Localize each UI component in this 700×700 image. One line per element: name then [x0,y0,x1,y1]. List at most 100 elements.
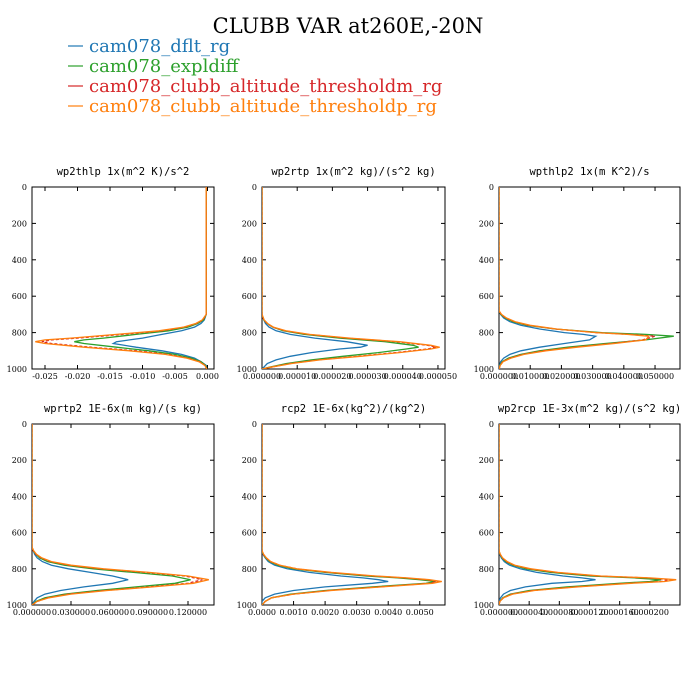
series-line-cam078_clubb_altitude_thresholdp_rg [499,424,677,605]
x-tick-label: 0.000020 [313,372,351,381]
y-tick-label: 800 [242,565,257,574]
y-tick-label: 1000 [7,601,27,610]
plot-frame [261,186,446,370]
series-line-cam078_clubb_altitude_thresholdp_rg [32,424,209,605]
x-tick-label: -0.010 [130,372,156,381]
panel-title: wpthlp2 1x(m K^2)/s [529,166,649,178]
x-tick-label: 0.030000 [574,372,612,381]
legend-item: cam078_dflt_rg [68,36,230,57]
x-tick-label: 0.000200 [631,608,669,617]
x-tick-label: 0.000010 [278,372,316,381]
panel-title: wp2thlp 1x(m^2 K)/s^2 [57,166,190,178]
series-line-cam078_expldiff [74,187,208,369]
y-tick-label: 400 [479,492,494,501]
panel-title: wp2rcp 1E-3x(m^2 kg)/(s^2 kg) [498,403,681,415]
x-tick-label: 0.000000 [13,608,51,617]
y-tick-label: 400 [479,256,494,265]
y-tick-label: 1000 [474,365,494,374]
x-tick-label: 0.000030 [348,372,386,381]
series-line-cam078_dflt_rg [499,424,596,605]
panel-title: wprtp2 1E-6x(m kg)/(s kg) [44,403,202,415]
series-line-cam078_dflt_rg [262,424,389,605]
chart-panel: wp2thlp 1x(m^2 K)/s^2 0 200 400 600 800 1000 -0… [7,166,219,381]
x-tick-label: -0.015 [97,372,123,381]
x-tick-label: -0.020 [65,372,91,381]
x-tick-label: 0.000050 [419,372,457,381]
series-line-cam078_expldiff [499,187,674,369]
y-tick-label: 600 [242,292,257,301]
legend-item: cam078_expldiff [68,56,240,77]
x-tick-label: 0.040000 [605,372,643,381]
series-line-cam078_clubb_altitude_thresholdp_rg [499,187,651,369]
panel-title: rcp2 1E-6x(kg^2)/(kg^2) [281,403,426,415]
figure-title: CLUBB VAR at260E,-20N [213,14,484,38]
x-tick-label: 0.000000 [243,372,281,381]
y-tick-label: 0 [252,183,257,192]
y-tick-label: 0 [22,420,27,429]
series-line-cam078_clubb_altitude_thresholdp_rg [262,424,442,605]
legend-label: cam078_expldiff [89,56,240,77]
x-tick-label: 0.050000 [636,372,674,381]
series-line-cam078_clubb_altitude_thresholdm_rg [41,187,208,369]
x-tick-label: -0.025 [32,372,58,381]
panel-title: wp2rtp 1x(m^2 kg)/(s^2 kg) [271,166,435,178]
x-tick-label: 0.0020 [311,608,339,617]
y-tick-label: 800 [12,329,27,338]
series-line-cam078_expldiff [32,424,191,605]
y-tick-label: 1000 [474,601,494,610]
plot-frame [31,186,215,370]
y-tick-label: 800 [242,329,257,338]
series-line-cam078_dflt_rg [32,424,129,605]
x-tick-label: 0.000000 [480,608,518,617]
chart-panel: rcp2 1E-6x(kg^2)/(kg^2) 0 200 400 600 800 1000… [237,403,446,617]
y-tick-label: 1000 [7,365,27,374]
x-tick-label: 0.020000 [542,372,580,381]
y-tick-label: 200 [242,456,257,465]
x-tick-label: 0.090000 [130,608,168,617]
y-tick-label: 600 [12,529,27,538]
panels: wp2thlp 1x(m^2 K)/s^2 0 200 400 600 800 1000 -0… [7,166,682,617]
x-tick-label: 0.010000 [511,372,549,381]
chart-panel: wp2rtp 1x(m^2 kg)/(s^2 kg) 0 200 400 600 800 1… [237,166,457,381]
x-tick-label: -0.005 [162,372,188,381]
y-tick-label: 400 [12,256,27,265]
x-tick-label: 0.000040 [510,608,548,617]
y-tick-label: 1000 [237,365,257,374]
x-tick-label: 0.000080 [540,608,578,617]
y-tick-label: 600 [479,529,494,538]
legend-item: cam078_clubb_altitude_thresholdp_rg [68,96,437,117]
y-tick-label: 600 [479,292,494,301]
legend-label: cam078_clubb_altitude_thresholdm_rg [89,76,442,97]
y-tick-label: 800 [479,329,494,338]
x-tick-label: 0.000000 [480,372,518,381]
y-tick-label: 200 [242,219,257,228]
x-tick-label: 0.060000 [91,608,129,617]
x-tick-label: 0.000120 [570,608,608,617]
y-tick-label: 0 [22,183,27,192]
series-line-cam078_clubb_altitude_thresholdp_rg [35,187,208,369]
y-tick-label: 600 [12,292,27,301]
y-tick-label: 0 [252,420,257,429]
legend-label: cam078_dflt_rg [89,36,230,57]
chart-panel: wprtp2 1E-6x(m kg)/(s kg) 0 200 400 600 800 10… [7,403,215,617]
y-tick-label: 400 [242,256,257,265]
legend: cam078_dflt_rgcam078_expldiffcam078_club… [68,36,442,117]
series-line-cam078_dflt_rg [262,187,368,369]
legend-label: cam078_clubb_altitude_thresholdp_rg [89,96,437,117]
x-tick-label: 0.000 [196,372,219,381]
chart-panel: wp2rcp 1E-3x(m^2 kg)/(s^2 kg) 0 200 400 600 8… [474,403,682,617]
y-tick-label: 0 [489,420,494,429]
x-tick-label: 0.0040 [374,608,402,617]
series-line-cam078_dflt_rg [499,187,598,369]
y-tick-label: 200 [479,456,494,465]
plot-frame [498,186,681,370]
x-tick-label: 0.030000 [52,608,90,617]
x-tick-label: 0.000160 [601,608,639,617]
y-tick-label: 200 [12,456,27,465]
y-tick-label: 1000 [237,601,257,610]
y-tick-label: 400 [12,492,27,501]
y-tick-label: 200 [12,219,27,228]
series-line-cam078_dflt_rg [111,187,208,369]
chart-panel: wpthlp2 1x(m K^2)/s 0 200 400 600 800 10000.00… [474,166,681,381]
